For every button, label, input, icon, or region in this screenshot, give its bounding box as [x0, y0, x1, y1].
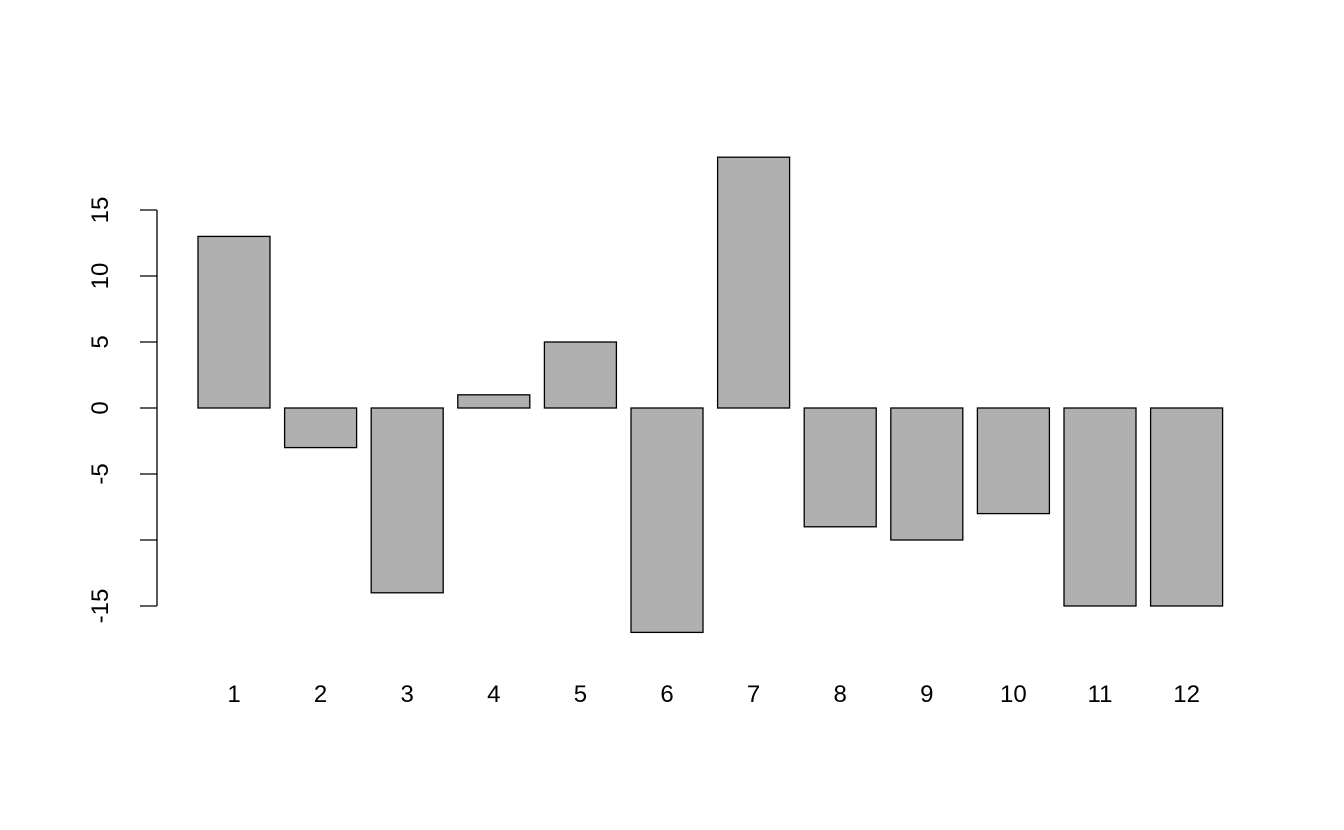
- y-tick-label: -15: [87, 589, 114, 624]
- bar-5: [543, 341, 618, 409]
- bar-4: [457, 394, 531, 409]
- bar-6: [630, 407, 704, 634]
- x-tick-label: 10: [1000, 681, 1027, 708]
- x-tick-label: 11: [1088, 681, 1113, 708]
- bar-8: [803, 407, 877, 528]
- x-axis-labels: 1 2 3 4 5 6 7 8 9 10 11 12: [227, 681, 1200, 708]
- bar-10: [976, 407, 1051, 515]
- x-tick-label: 5: [574, 681, 587, 708]
- x-tick-label: 12: [1173, 681, 1200, 708]
- bar-11: [1063, 407, 1137, 607]
- bar-7: [716, 156, 791, 409]
- x-tick-label: 1: [227, 681, 240, 708]
- y-tick-label: 0: [87, 401, 114, 414]
- x-tick-label: 7: [747, 681, 760, 708]
- y-tick-label: 5: [87, 335, 114, 348]
- y-tick-label: 10: [87, 263, 114, 290]
- x-tick-label: 8: [834, 681, 847, 708]
- x-tick-label: 2: [314, 681, 327, 708]
- bars: [197, 156, 1224, 634]
- x-tick-label: 9: [920, 681, 933, 708]
- x-tick-label: 4: [487, 681, 500, 708]
- y-axis: -15 -5 0 5 10 15: [87, 197, 158, 624]
- y-tick-label: 15: [87, 197, 114, 224]
- bar-12: [1149, 407, 1224, 607]
- bar-9: [890, 407, 964, 541]
- bar-1: [197, 235, 271, 409]
- x-tick-label: 3: [401, 681, 414, 708]
- x-tick-label: 6: [660, 681, 673, 708]
- y-tick-label: -5: [87, 463, 114, 484]
- bar-2: [283, 407, 358, 449]
- bar-3: [370, 407, 444, 594]
